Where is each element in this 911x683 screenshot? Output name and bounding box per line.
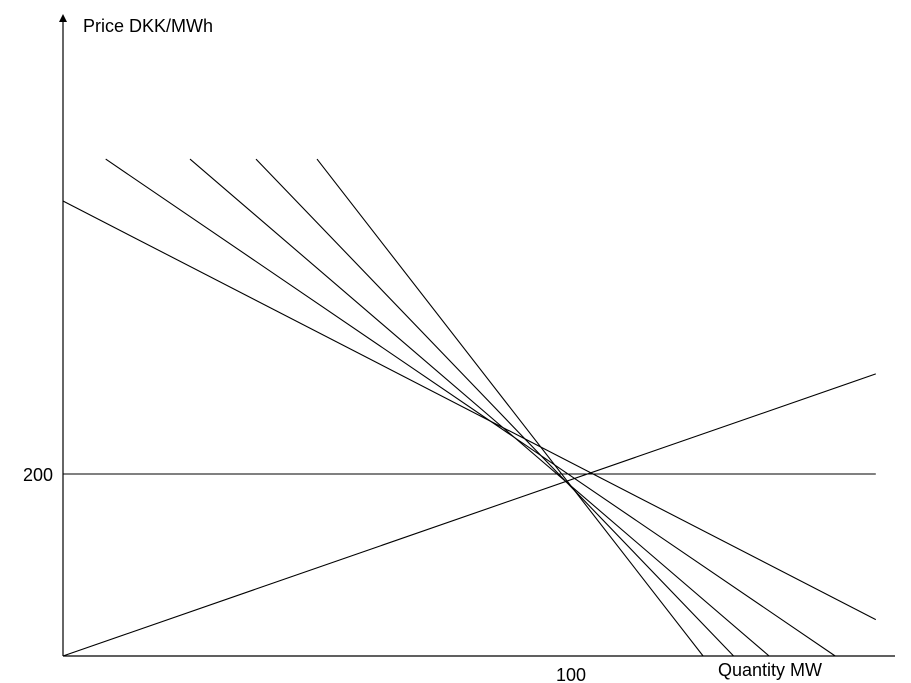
x-axis-label: Quantity MW (718, 660, 822, 680)
y-axis-label: Price DKK/MWh (83, 16, 213, 36)
supply-line-7 (62, 373, 876, 657)
demand-line-4 (255, 158, 734, 657)
demand-line-3 (189, 158, 770, 657)
series-layer (62, 158, 877, 657)
y-tick-label-1: 200 (23, 465, 53, 485)
demand-line-1 (62, 200, 877, 621)
demand-line-2 (105, 158, 836, 657)
x-tick-label-1: 100 (556, 665, 586, 683)
y-axis-arrow (59, 14, 67, 22)
demand-line-5 (316, 158, 704, 657)
tick-layer: 200 100 (23, 465, 586, 683)
